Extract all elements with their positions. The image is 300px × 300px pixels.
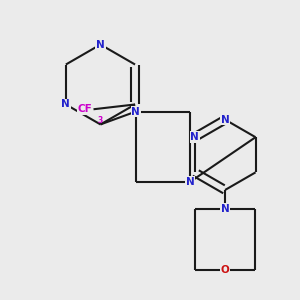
Text: N: N — [96, 40, 105, 50]
Text: N: N — [186, 177, 194, 187]
Text: O: O — [221, 265, 230, 275]
Text: N: N — [190, 132, 199, 142]
Text: N: N — [61, 100, 70, 110]
Text: N: N — [221, 115, 230, 124]
Text: N: N — [221, 204, 230, 214]
Text: 3: 3 — [97, 116, 103, 125]
Text: CF: CF — [77, 104, 92, 114]
Text: N: N — [131, 106, 140, 117]
